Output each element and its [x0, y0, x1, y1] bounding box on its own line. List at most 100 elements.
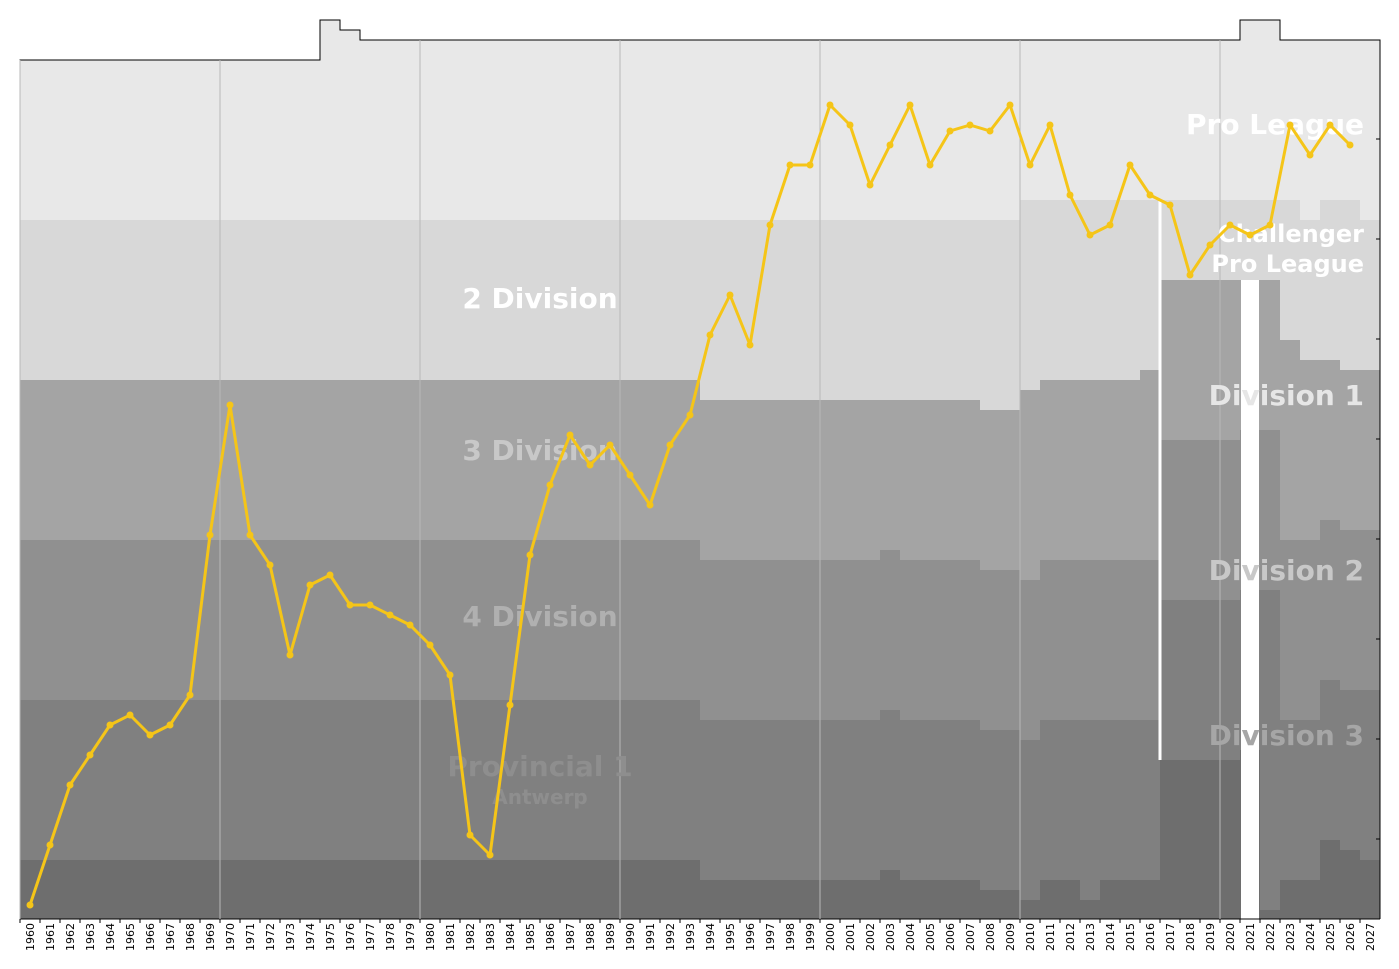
- tier-band-5: [240, 700, 261, 860]
- tier-band-3: [980, 410, 1001, 570]
- tier-label-line: Provincial 1: [447, 750, 632, 783]
- tier-band-3: [1060, 380, 1081, 560]
- tier-band-5: [600, 700, 621, 860]
- tier-band-6: [1360, 860, 1381, 919]
- tier-label-6: Division 2: [1209, 554, 1364, 587]
- tier-band-1: [320, 20, 341, 220]
- tier-band-1: [1020, 40, 1041, 200]
- tier-band-6: [740, 880, 761, 919]
- tier-band-6: [520, 860, 541, 919]
- x-tick-label: 1985: [524, 923, 537, 951]
- tier-band-4: [20, 540, 41, 700]
- tier-band-6: [1020, 900, 1041, 919]
- tier-label-line: Pro League: [1186, 108, 1364, 141]
- tier-band-4: [860, 560, 881, 720]
- tier-band-1: [560, 40, 581, 220]
- data-point-2000: [826, 101, 834, 109]
- tier-band-3: [380, 380, 401, 540]
- tier-band-3: [640, 380, 661, 540]
- tier-band-1: [380, 40, 401, 220]
- x-tick-label: 1979: [404, 923, 417, 951]
- tier-band-4: [780, 560, 801, 720]
- tier-band-3: [100, 380, 121, 540]
- tier-band-5: [320, 700, 341, 860]
- tier-band-3: [1100, 380, 1121, 560]
- tier-band-5: [1180, 600, 1201, 760]
- tier-band-6: [1100, 880, 1121, 919]
- tier-band-5: [1140, 720, 1161, 880]
- tier-band-3: [1160, 280, 1181, 440]
- data-point-1995: [726, 291, 734, 299]
- x-tick-label: 1963: [84, 923, 97, 951]
- x-tick-label: 1988: [584, 923, 597, 951]
- tier-band-4: [560, 540, 581, 700]
- tier-band-1: [580, 40, 601, 220]
- tier-band-2: [380, 220, 401, 380]
- tier-band-2: [640, 220, 661, 380]
- tier-band-3: [260, 380, 281, 540]
- tier-band-2: [840, 220, 861, 400]
- tier-band-4: [1300, 540, 1321, 720]
- tier-band-5: [720, 720, 741, 880]
- data-point-1997: [766, 221, 774, 229]
- data-point-1971: [246, 531, 254, 539]
- tier-band-3: [920, 400, 941, 560]
- tier-band-2: [980, 220, 1001, 410]
- data-point-2022: [1266, 221, 1274, 229]
- tier-band-1: [1360, 40, 1381, 220]
- tier-band-2: [600, 220, 621, 380]
- tier-band-1: [760, 40, 781, 220]
- x-tick-label: 1996: [744, 923, 757, 951]
- tier-band-1: [820, 40, 841, 220]
- tier-band-3: [160, 380, 181, 540]
- tier-band-4: [60, 540, 81, 700]
- tier-band-3: [1220, 280, 1241, 440]
- tier-band-3: [680, 380, 701, 540]
- tier-band-1: [1000, 40, 1021, 220]
- tier-band-3: [420, 380, 441, 540]
- tier-band-4: [180, 540, 201, 700]
- tier-band-6: [600, 860, 621, 919]
- x-tick-label: 1969: [204, 923, 217, 951]
- x-tick-label: 2017: [1164, 923, 1177, 951]
- tier-band-2: [400, 220, 421, 380]
- tier-band-3: [960, 400, 981, 560]
- tier-band-3: [200, 380, 221, 540]
- tier-band-6: [1340, 850, 1361, 919]
- tier-band-4: [1340, 530, 1361, 690]
- tier-band-1: [1140, 40, 1161, 200]
- data-point-2009: [1006, 101, 1014, 109]
- x-tick-label: 1964: [104, 923, 117, 951]
- data-point-1994: [706, 331, 714, 339]
- tier-band-5: [900, 720, 921, 880]
- tier-band-2: [820, 220, 841, 400]
- tier-band-6: [820, 880, 841, 919]
- data-point-1987: [566, 431, 574, 439]
- x-tick-label: 1990: [624, 923, 637, 951]
- tier-band-6: [1140, 880, 1161, 919]
- tier-label-line: 4 Division: [462, 600, 617, 633]
- tier-band-6: [680, 860, 701, 919]
- tier-band-5: [1260, 590, 1281, 910]
- tier-band-4: [1360, 530, 1381, 690]
- tier-band-4: [1020, 580, 1041, 740]
- data-point-1993: [686, 411, 694, 419]
- tier-band-2: [40, 220, 61, 380]
- tier-band-6: [1300, 880, 1321, 919]
- tier-band-4: [1100, 560, 1121, 720]
- tier-band-1: [680, 40, 701, 220]
- tier-band-6: [720, 880, 741, 919]
- tier-band-6: [980, 890, 1001, 919]
- tier-band-5: [280, 700, 301, 860]
- tier-band-2: [480, 220, 501, 380]
- x-tick-label: 1960: [24, 923, 37, 951]
- data-point-2025: [1326, 121, 1334, 129]
- data-point-2026: [1346, 141, 1354, 149]
- tier-band-2: [520, 220, 541, 380]
- tier-band-5: [1000, 730, 1021, 890]
- tier-band-5: [1220, 600, 1241, 760]
- tier-band-6: [880, 870, 901, 919]
- tier-band-1: [160, 60, 181, 220]
- tier-band-6: [1180, 760, 1201, 919]
- tier-band-2: [880, 220, 901, 400]
